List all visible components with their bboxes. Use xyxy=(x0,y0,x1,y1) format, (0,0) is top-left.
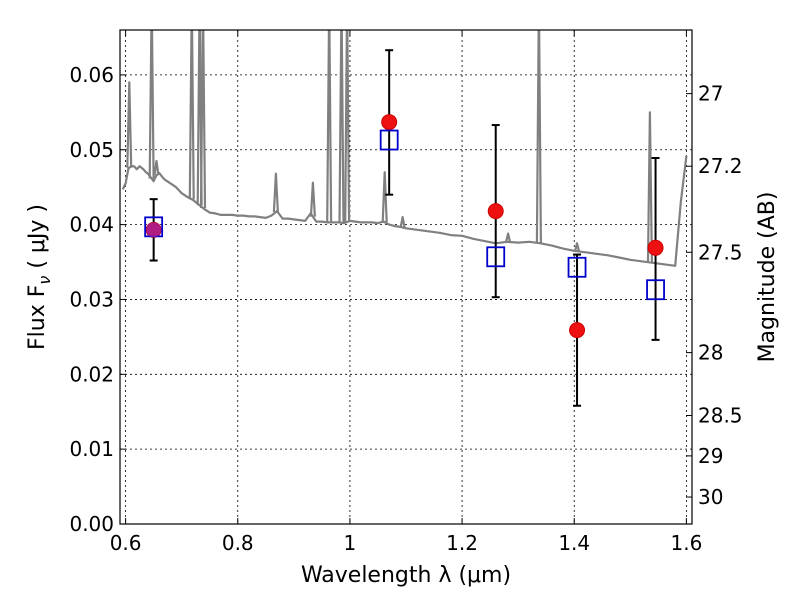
emission-line-spike xyxy=(646,111,653,263)
emission-line-spike xyxy=(381,171,388,223)
y-axis-label: Flux Fν ( μJy ) xyxy=(25,204,54,350)
y2-tick-label: 27.5 xyxy=(698,240,743,264)
y2-tick-label: 28 xyxy=(698,341,723,365)
y-axis-label-unit: ( μJy ) xyxy=(25,204,50,276)
y-tick-label: 0.05 xyxy=(69,138,114,162)
y-tick-label: 0.01 xyxy=(69,437,114,461)
ticks xyxy=(120,30,692,525)
y2-tick-label: 28.5 xyxy=(698,403,743,427)
emission-line-spike xyxy=(148,30,155,179)
y2-axis-label: Magnitude (AB) xyxy=(755,192,780,363)
y-tick-label: 0.04 xyxy=(69,213,114,237)
x-tick-label: 1.2 xyxy=(446,531,478,555)
emission-line-spike xyxy=(344,30,351,223)
y-axis-label-main: Flux F xyxy=(25,285,50,350)
model-spectrum-line xyxy=(121,155,688,267)
emission-line-spike xyxy=(326,30,333,223)
y-tick-label: 0.00 xyxy=(69,512,114,536)
y-tick-label: 0.03 xyxy=(69,287,114,311)
observed-flux-point xyxy=(487,203,504,220)
emission-line-spike xyxy=(153,159,160,176)
y2-tick-label: 30 xyxy=(698,485,723,509)
model-flux-square xyxy=(567,256,587,278)
x-axis-label: Wavelength λ (μm) xyxy=(301,563,511,588)
overlap-point-tint xyxy=(146,222,162,238)
model-flux-square xyxy=(486,246,506,268)
emission-line-spike xyxy=(309,181,316,217)
y2-tick-label: 27 xyxy=(698,82,723,106)
emission-line-spike xyxy=(126,81,133,168)
emission-line-spike xyxy=(199,30,207,209)
observed-flux-point xyxy=(381,114,398,131)
emission-line-spike xyxy=(535,30,542,244)
y2-tick-label: 27.2 xyxy=(698,154,743,178)
x-tick-label: 1.6 xyxy=(670,531,702,555)
plot-area xyxy=(121,30,688,407)
emission-line-spike xyxy=(574,242,581,252)
emission-line-spike xyxy=(272,172,279,213)
x-tick-label: 1.4 xyxy=(558,531,590,555)
y2-tick-label: 29 xyxy=(698,444,723,468)
y-tick-label: 0.02 xyxy=(69,362,114,386)
y-tick-label: 0.06 xyxy=(69,63,114,87)
model-flux-square xyxy=(646,279,665,301)
emission-line-spike xyxy=(188,30,195,200)
y-axis-label-subscript: ν xyxy=(35,276,54,285)
emission-line-spike xyxy=(399,216,406,228)
x-tick-label: 0.8 xyxy=(222,531,254,555)
plot-frame xyxy=(119,29,693,525)
x-tick-label: 1 xyxy=(344,531,357,555)
observed-flux-point xyxy=(647,239,664,256)
observed-flux-point xyxy=(569,322,586,339)
x-tick-label: 0.6 xyxy=(110,531,142,555)
emission-line-spike xyxy=(338,30,345,223)
grid-lines xyxy=(120,30,692,525)
model-flux-square xyxy=(379,129,399,151)
emission-line-spike xyxy=(505,232,512,243)
